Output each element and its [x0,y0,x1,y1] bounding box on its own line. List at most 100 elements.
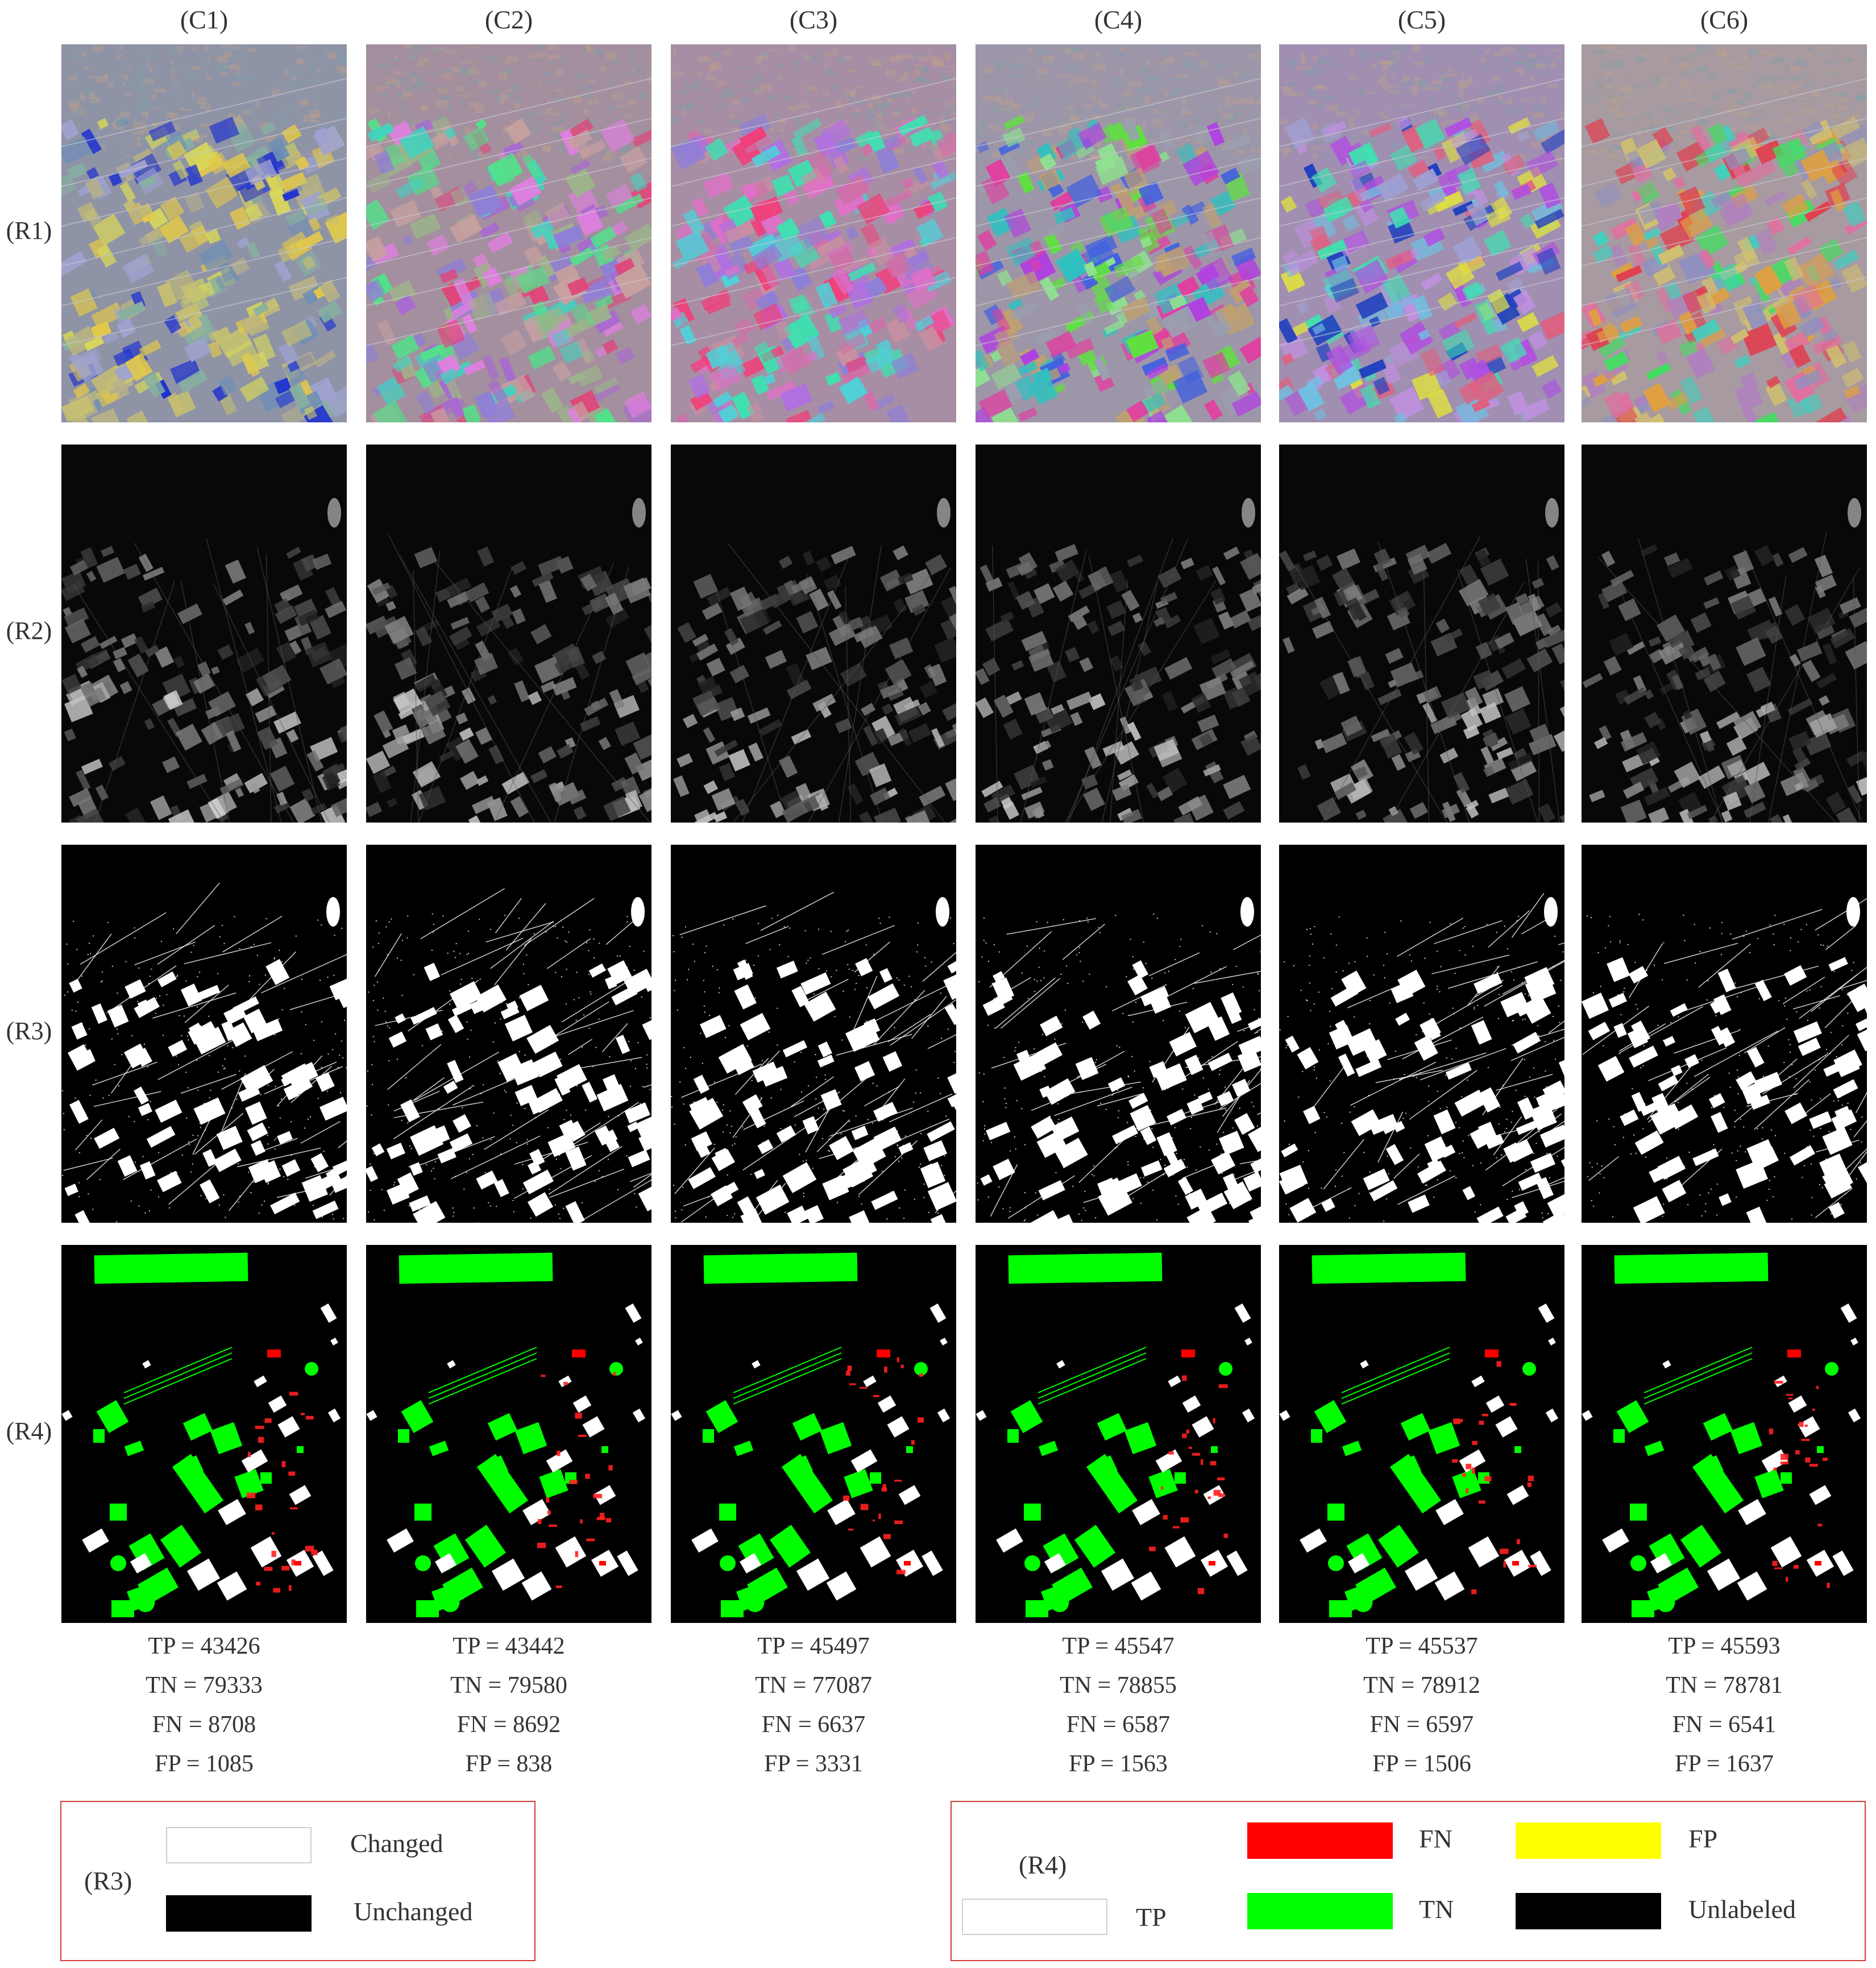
fn-value: FN = 8692 [456,1712,561,1738]
fn-value: FN = 6637 [761,1712,866,1738]
unlabeled-swatch [1516,1893,1661,1929]
image-panel-r1-c3 [671,44,956,422]
tn-label: TN [1419,1895,1454,1924]
image-panel-r2-c3 [671,445,956,823]
image-panel-r1-c5 [1279,44,1564,422]
row-label-r2: (R2) [6,617,52,645]
unlabeled-label: Unlabeled [1688,1895,1796,1924]
panel-graphic [976,44,1261,422]
panel-graphic [1582,445,1867,823]
tn-value: TN = 77087 [755,1672,872,1699]
tp-value: TP = 45593 [1668,1633,1780,1659]
panel-graphic [61,445,347,823]
image-panel-r2-c4 [976,445,1261,823]
column-label-c5: (C5) [1397,5,1446,34]
stats-c3: TP = 45497 TN = 77087 FN = 6637 FP = 333… [671,1627,956,1784]
panel-graphic [1279,445,1564,823]
stats-c1: TP = 43426 TN = 79333 FN = 8708 FP = 108… [61,1627,347,1784]
fn-swatch [1247,1822,1393,1859]
column-label-c4: (C4) [1094,5,1143,34]
panel-graphic [366,44,651,422]
image-panel-r3-c2 [366,845,651,1223]
tn-value: TN = 79333 [146,1672,263,1699]
legend-r3-title: (R3) [84,1866,132,1895]
image-panel-r4-c1 [61,1245,347,1623]
image-panel-r4-c5 [1279,1245,1564,1623]
unchanged-swatch [166,1895,312,1932]
fn-value: FN = 6587 [1066,1712,1171,1738]
legend-r4: (R4) TP FN FP TN Unlabeled [951,1801,1866,1961]
tp-value: TP = 43426 [148,1633,260,1659]
tn-value: TN = 78855 [1060,1672,1177,1699]
stats-c4: TP = 45547 TN = 78855 FN = 6587 FP = 156… [976,1627,1261,1784]
panel-graphic [1582,1245,1867,1623]
stats-c2: TP = 43442 TN = 79580 FN = 8692 FP = 838 [366,1627,651,1784]
panel-graphic [366,845,651,1223]
image-panel-r3-c5 [1279,845,1564,1223]
image-panel-r1-c6 [1582,44,1867,422]
image-panel-r4-c4 [976,1245,1261,1623]
panel-graphic [671,445,956,823]
stats-c5: TP = 45537 TN = 78912 FN = 6597 FP = 150… [1279,1627,1564,1784]
legend-r3: (R3) Changed Unchanged [60,1801,536,1961]
column-label-c2: (C2) [484,5,533,34]
changed-swatch [166,1827,312,1863]
panel-graphic [976,845,1261,1223]
panel-graphic [976,1245,1261,1623]
panel-graphic [1279,1245,1564,1623]
fp-value: FP = 1563 [1069,1751,1168,1777]
panel-graphic [366,1245,651,1623]
fp-value: FP = 3331 [764,1751,863,1777]
panel-graphic [1279,44,1564,422]
panel-graphic [1582,44,1867,422]
tp-label: TP [1136,1903,1167,1932]
fn-value: FN = 6541 [1672,1712,1777,1738]
tn-swatch [1247,1893,1393,1929]
image-panel-r1-c4 [976,44,1261,422]
fp-value: FP = 838 [465,1751,553,1777]
tp-swatch [962,1899,1107,1935]
image-panel-r2-c2 [366,445,651,823]
tp-value: TP = 45537 [1366,1633,1478,1659]
image-panel-r4-c3 [671,1245,956,1623]
unchanged-label: Unchanged [354,1897,473,1926]
fp-value: FP = 1637 [1675,1751,1774,1777]
fn-value: FN = 8708 [152,1712,256,1738]
fp-value: FP = 1085 [155,1751,254,1777]
fn-value: FN = 6597 [1369,1712,1474,1738]
image-panel-r3-c3 [671,845,956,1223]
panel-graphic [671,1245,956,1623]
image-panel-r3-c1 [61,845,347,1223]
panel-graphic [61,1245,347,1623]
tn-value: TN = 79580 [450,1672,567,1699]
row-label-r4: (R4) [6,1417,52,1445]
image-panel-r3-c6 [1582,845,1867,1223]
row-label-r1: (R1) [6,217,52,244]
image-panel-r4-c6 [1582,1245,1867,1623]
stats-c6: TP = 45593 TN = 78781 FN = 6541 FP = 163… [1582,1627,1867,1784]
image-panel-r1-c1 [61,44,347,422]
column-label-c6: (C6) [1700,5,1749,34]
image-panel-r4-c2 [366,1245,651,1623]
image-panel-r2-c1 [61,445,347,823]
panel-graphic [61,845,347,1223]
panel-graphic [1279,845,1564,1223]
legend-r4-title: (R4) [1019,1850,1067,1879]
fp-label: FP [1688,1824,1718,1853]
image-panel-r2-c6 [1582,445,1867,823]
column-label-c3: (C3) [789,5,838,34]
row-label-r3: (R3) [6,1017,52,1045]
fp-swatch [1516,1822,1661,1859]
image-panel-r1-c2 [366,44,651,422]
changed-label: Changed [350,1829,443,1858]
column-label-c1: (C1) [180,5,229,34]
image-panel-r2-c5 [1279,445,1564,823]
panel-graphic [976,445,1261,823]
tp-value: TP = 43442 [453,1633,565,1659]
fn-label: FN [1419,1824,1452,1853]
tn-value: TN = 78912 [1363,1672,1480,1699]
panel-graphic [366,445,651,823]
panel-graphic [671,44,956,422]
image-panel-r3-c4 [976,845,1261,1223]
panel-graphic [1582,845,1867,1223]
